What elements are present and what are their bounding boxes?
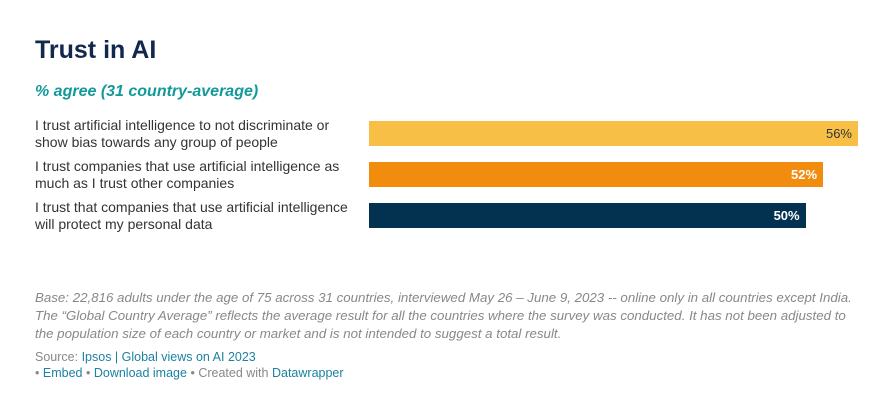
source-label: Source:: [35, 350, 79, 364]
category-label: I trust artificial intelligence to not d…: [35, 116, 330, 150]
embed-link[interactable]: Embed: [42, 366, 83, 380]
separator: •: [85, 366, 91, 380]
bar-row: I trust artificial intelligence to not d…: [35, 117, 858, 150]
source-block: Source: Ipsos | Global views on AI 2023 …: [35, 349, 344, 381]
value-label: 52%: [791, 167, 818, 182]
bar-row: I trust that companies that use artifici…: [35, 199, 858, 232]
bar: [369, 162, 824, 187]
category-label: I trust companies that use artificial in…: [35, 157, 340, 191]
separator: •: [190, 366, 195, 380]
value-label: 56%: [825, 126, 852, 141]
chart-subtitle: % agree (31 country-average): [35, 83, 259, 100]
created-with: Created with: [198, 366, 269, 380]
download-link[interactable]: Download image: [93, 366, 187, 380]
separator: •: [35, 366, 40, 380]
source-line: Source: Ipsos | Global views on AI 2023: [35, 349, 344, 365]
bar-row: I trust companies that use artificial in…: [35, 158, 858, 191]
bar: [369, 121, 858, 146]
bar: [369, 203, 806, 228]
tool-link[interactable]: Datawrapper: [271, 366, 344, 380]
source-link[interactable]: Ipsos | Global views on AI 2023: [81, 350, 256, 364]
value-label: 50%: [773, 208, 800, 223]
links-line: • Embed • Download image • Created with …: [35, 365, 344, 381]
note: Base: 22,816 adults under the age of 75 …: [35, 290, 852, 341]
category-label: I trust that companies that use artifici…: [35, 198, 348, 232]
chart-title: Trust in AI: [35, 36, 157, 64]
